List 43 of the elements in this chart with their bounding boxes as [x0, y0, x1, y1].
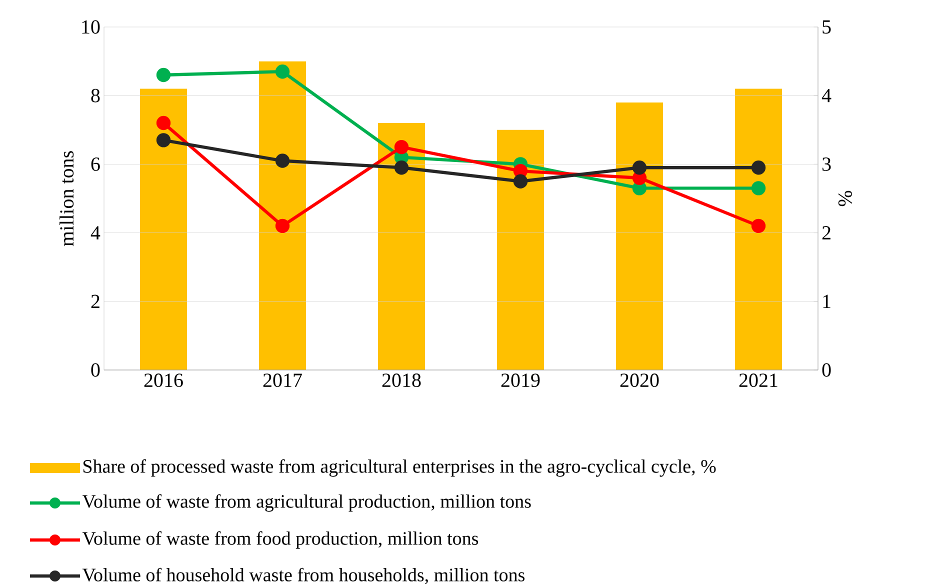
- x-tick-label: 2018: [382, 374, 421, 388]
- point: [275, 154, 290, 168]
- x-tick-label: 2016: [144, 374, 183, 388]
- legend-label: Volume of household waste from households, million tons: [82, 568, 525, 584]
- x-tick-label: 2020: [620, 374, 659, 388]
- y-tick-label: 2: [91, 294, 100, 308]
- legend-label: Volume of waste from agricultural production, million tons: [82, 494, 531, 512]
- bar: [140, 88, 188, 370]
- x-tick-label: 2019: [501, 374, 540, 388]
- point: [394, 160, 409, 175]
- point: [751, 181, 766, 196]
- point: [632, 160, 647, 175]
- bar: [616, 102, 663, 370]
- y-tick-label: 10: [82, 20, 100, 34]
- bar: [735, 88, 782, 370]
- legend-label: Volume of waste from food production, million tons: [82, 531, 478, 549]
- y2-tick-label: 5: [822, 20, 831, 34]
- y-tick-label: 4: [90, 226, 100, 240]
- point: [394, 140, 409, 154]
- point: [275, 64, 290, 79]
- bar: [497, 130, 544, 370]
- legend-label: Share of processed waste from agricultural enterprises in the agro-cyclical cycle, %: [83, 459, 716, 477]
- y2-tick-label: 2: [822, 226, 830, 240]
- point: [751, 218, 766, 234]
- y2-tick-label: 1: [823, 294, 830, 308]
- bar: [259, 61, 306, 370]
- point: [156, 116, 171, 130]
- y-axis-title: million tons: [60, 151, 74, 246]
- y2-tick-label: 0: [822, 363, 831, 377]
- y-tick-label: 0: [91, 363, 100, 377]
- point: [751, 160, 766, 175]
- y2-tick-label: 4: [822, 89, 832, 102]
- x-tick-label: 2017: [263, 374, 302, 388]
- point: [275, 218, 290, 234]
- point: [156, 68, 171, 82]
- y2-axis-title: %: [838, 190, 852, 206]
- point: [513, 174, 528, 188]
- y-tick-label: 8: [91, 88, 100, 102]
- x-tick-label: 2021: [739, 374, 778, 388]
- y-tick-label: 6: [91, 157, 100, 171]
- bar: [378, 123, 425, 370]
- point: [156, 133, 171, 148]
- y2-tick-label: 3: [822, 157, 831, 171]
